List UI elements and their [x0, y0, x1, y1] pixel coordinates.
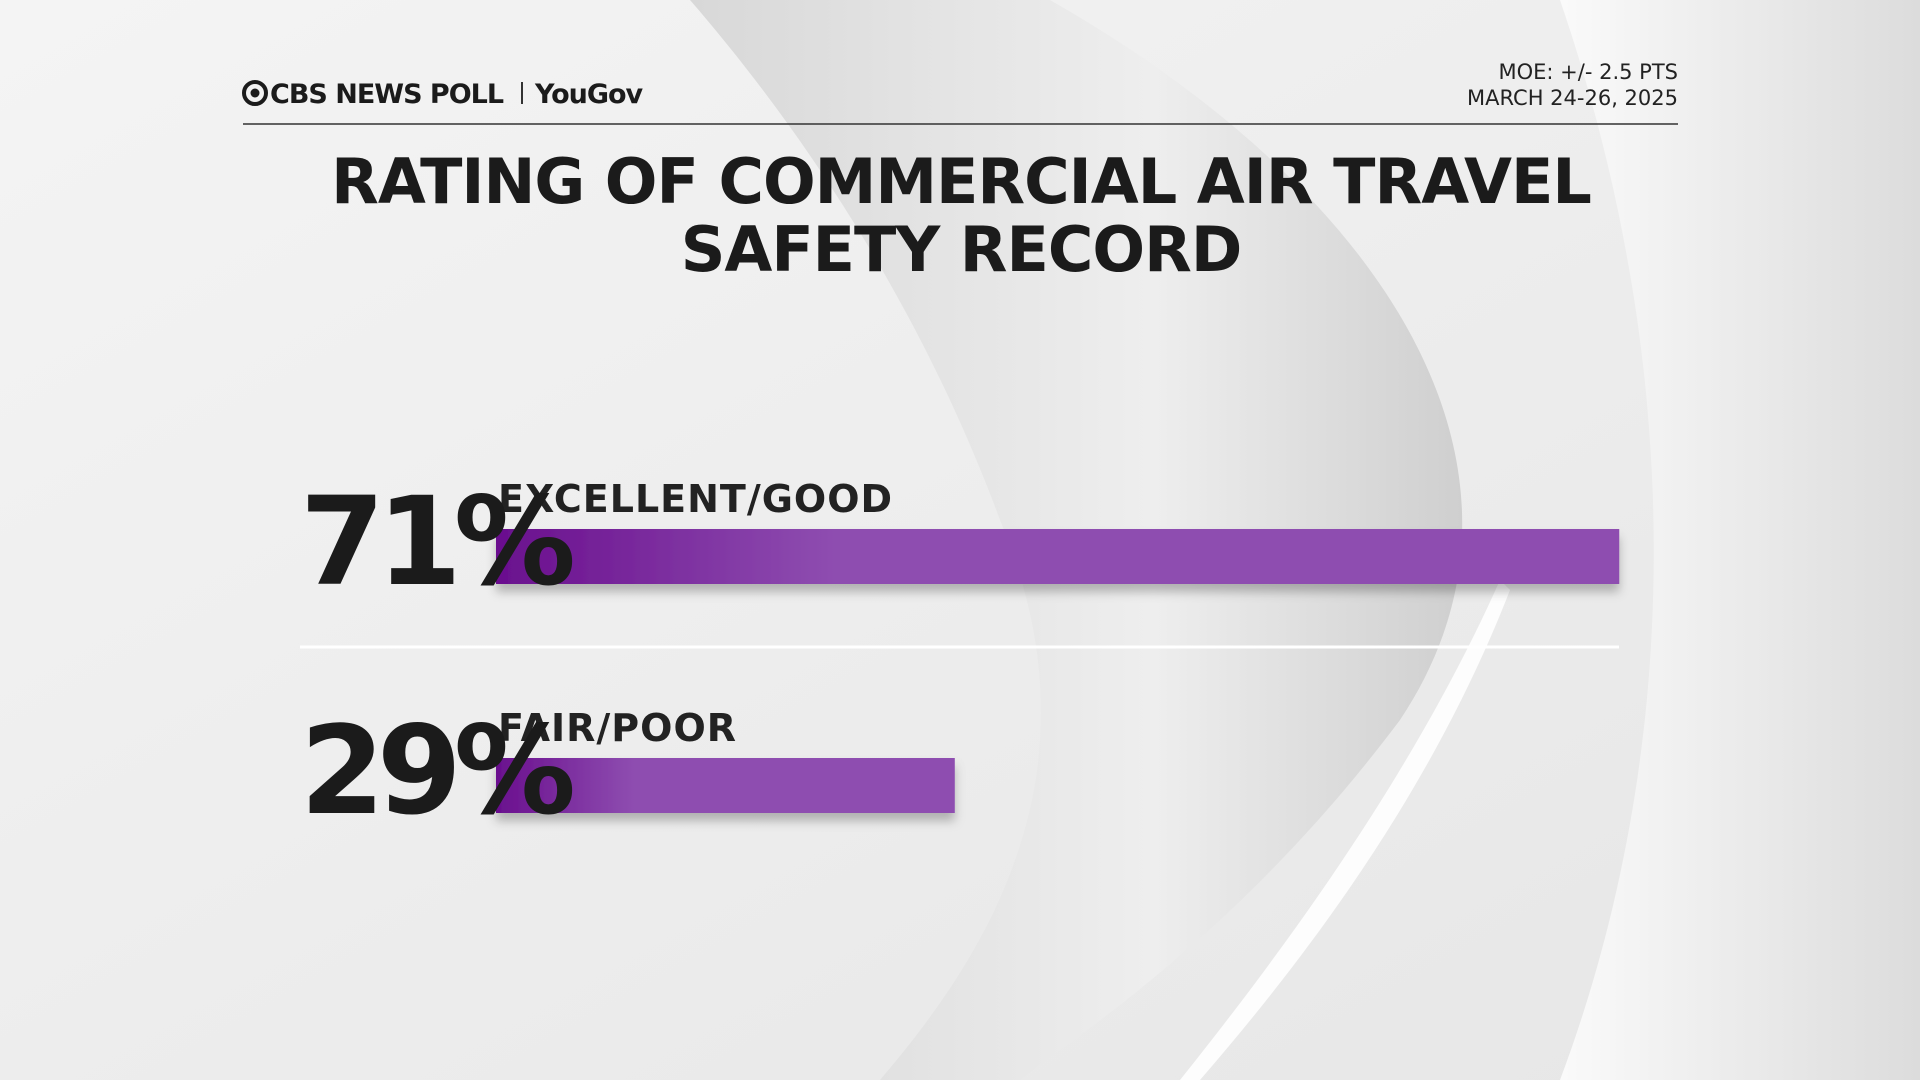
brand: CBS NEWS POLL — [270, 79, 504, 110]
category-label: EXCELLENT/GOOD — [498, 477, 893, 521]
chart-title: SAFETY RECORD — [681, 213, 1242, 286]
swoosh — [1560, 0, 1920, 1080]
note: MOE: +/- 2.5 PTS — [1499, 60, 1678, 84]
logo-eye — [242, 80, 268, 106]
swoosh-highlight — [1180, 580, 1510, 1080]
note: MARCH 24-26, 2025 — [1467, 86, 1678, 110]
bar — [496, 529, 1620, 584]
value-label: 29% — [300, 700, 573, 842]
bar — [496, 758, 955, 813]
category-label: FAIR/POOR — [498, 706, 737, 750]
partner: YouGov — [534, 79, 644, 110]
value-label: 71% — [300, 471, 573, 613]
chart-title: RATING OF COMMERCIAL AIR TRAVEL — [331, 145, 1591, 218]
logo-eye — [250, 88, 260, 98]
